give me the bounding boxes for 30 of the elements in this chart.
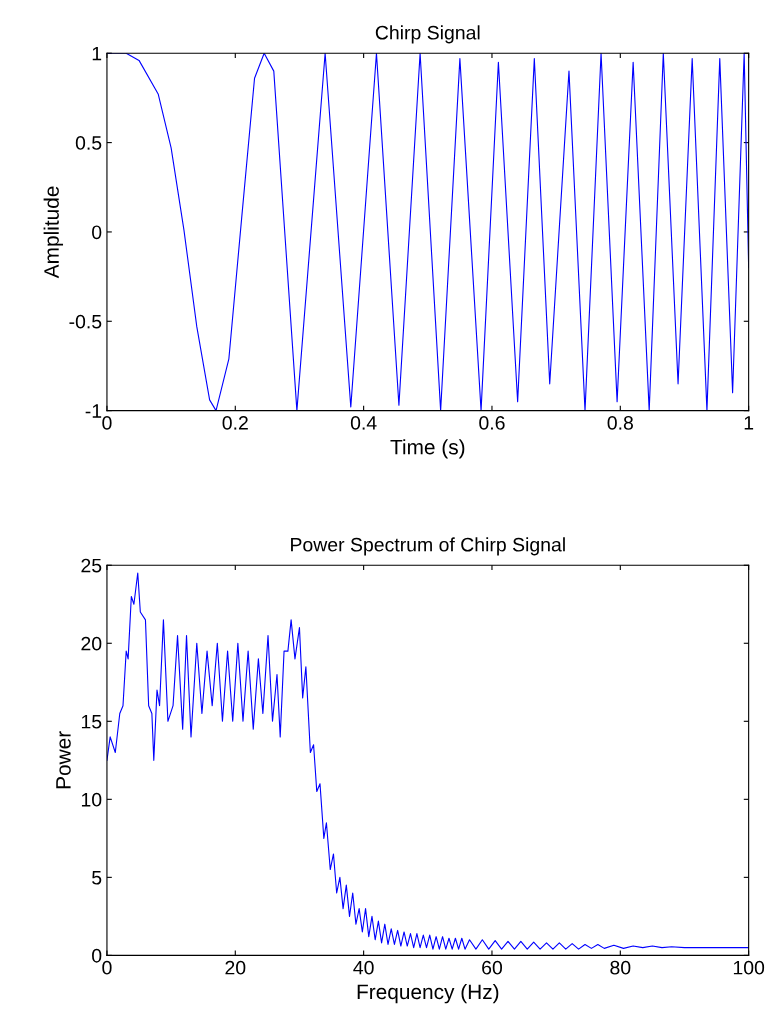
y-tick-label: -0.5 <box>69 314 102 329</box>
x-tick-label: 40 <box>353 960 374 975</box>
y-tick-label: 10 <box>81 792 102 807</box>
y-axis-title: Amplitude <box>43 186 64 279</box>
x-tick-label: 0.2 <box>222 416 248 430</box>
y-tick-label: 15 <box>81 714 102 729</box>
y-tick-label: -1 <box>85 404 102 418</box>
y-axis-title: Power <box>56 731 71 789</box>
y-tick-label: 0 <box>92 948 102 963</box>
y-tick-label: 1 <box>92 46 102 61</box>
x-axis-title: Time (s) <box>390 439 465 459</box>
x-tick-label: 20 <box>225 960 246 975</box>
x-tick-label: 60 <box>482 960 503 975</box>
y-tick-label: 25 <box>81 558 102 573</box>
y-tick-label: 20 <box>81 636 102 651</box>
x-tick-label: 80 <box>610 960 631 975</box>
x-tick-label: 0.4 <box>350 416 377 430</box>
chart-title: Chirp Signal <box>375 25 480 44</box>
y-tick-label: 5 <box>92 871 102 885</box>
x-tick-label: 0 <box>102 960 112 975</box>
line-series <box>106 572 749 950</box>
x-tick-label: 0.8 <box>607 416 633 430</box>
x-tick-label: 100 <box>733 960 765 975</box>
y-tick-label: 0 <box>92 225 102 240</box>
x-tick-label: 0.6 <box>479 416 505 430</box>
x-tick-label: 1 <box>744 416 754 430</box>
x-tick-label: 0 <box>102 416 112 430</box>
chart-title: Power Spectrum of Chirp Signal <box>291 537 565 556</box>
y-tick-label: 0.5 <box>75 136 102 150</box>
x-axis-title: Frequency (Hz) <box>357 983 499 1004</box>
